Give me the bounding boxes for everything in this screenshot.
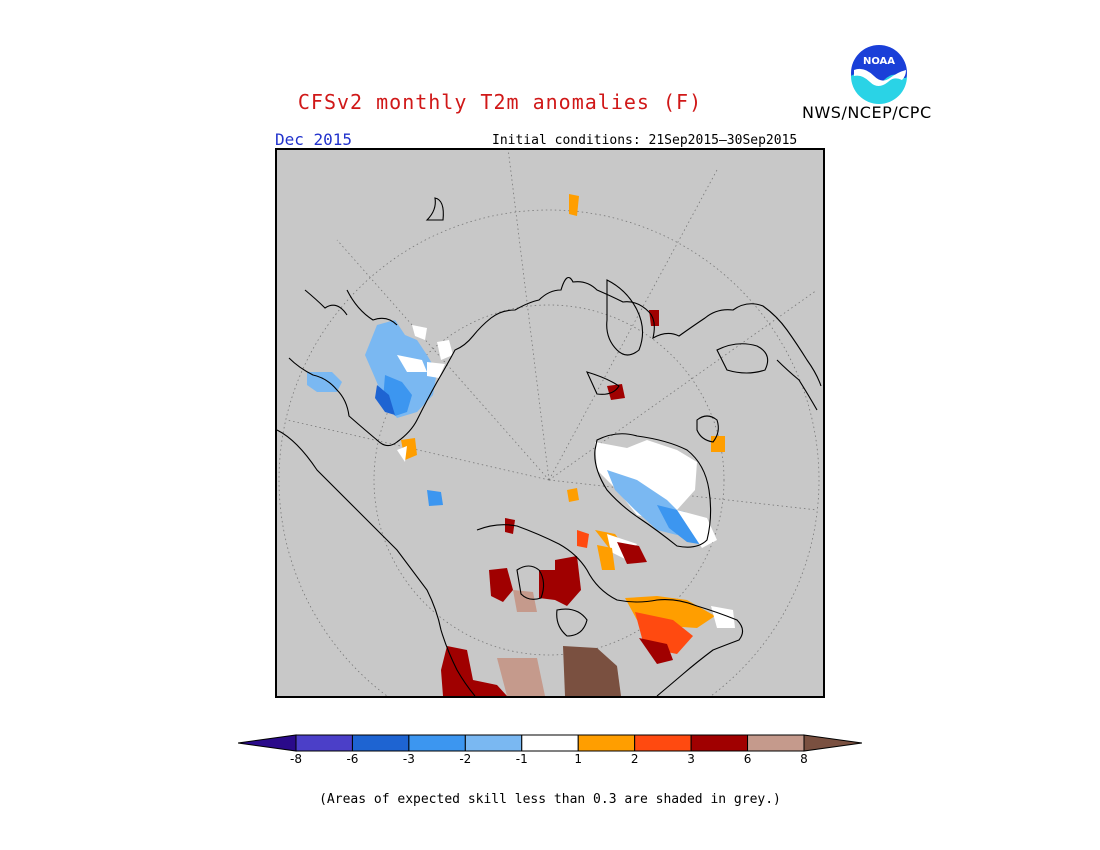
noaa-logo-text: NOAA [863, 56, 895, 67]
color-swatch [634, 734, 692, 752]
north-america-anomalies [489, 518, 735, 664]
color-scale-tick-label: -8 [290, 752, 302, 766]
color-swatch [521, 734, 579, 752]
color-scale-tick-label: -2 [459, 752, 472, 766]
color-swatch [577, 734, 636, 752]
color-scale-tick-label: -6 [346, 752, 359, 766]
color-scale-tick-label: 8 [800, 752, 808, 766]
map-graticule [278, 150, 820, 696]
coastlines [277, 197, 822, 696]
color-scale-tick-label: 2 [630, 752, 639, 766]
noaa-logo: NOAA [849, 43, 909, 104]
color-scale-tick-label: 1 [574, 752, 583, 766]
color-scale-tick-label: 6 [743, 752, 752, 766]
europe-anomalies [307, 320, 453, 506]
color-swatch [295, 734, 353, 752]
color-swatch [408, 734, 466, 752]
greenland-anomalies [567, 440, 717, 570]
color-swatch [747, 734, 805, 752]
forecast-month: Dec 2015 [275, 130, 353, 149]
skill-footnote: (Areas of expected skill less than 0.3 a… [319, 792, 781, 807]
color-swatch-arrow-high [803, 734, 862, 752]
color-swatch-arrow-low [238, 734, 297, 752]
polar-map-svg [277, 150, 823, 696]
color-scale-bar [238, 734, 862, 752]
color-swatch [464, 734, 523, 752]
color-scale-tick-label: -1 [515, 752, 528, 766]
polar-map [275, 148, 825, 698]
map-title: CFSv2 monthly T2m anomalies (F) [297, 90, 703, 114]
color-swatch [351, 734, 410, 752]
color-swatch [690, 734, 749, 752]
asia-anomalies [569, 194, 725, 452]
southern-anomalies [441, 646, 621, 696]
color-scale-tick-label: 3 [687, 752, 695, 766]
color-scale-tick-label: -3 [402, 752, 415, 766]
initial-conditions: Initial conditions: 21Sep2015—30Sep2015 [492, 133, 798, 148]
agency-label: NWS/NCEP/CPC [802, 103, 932, 122]
